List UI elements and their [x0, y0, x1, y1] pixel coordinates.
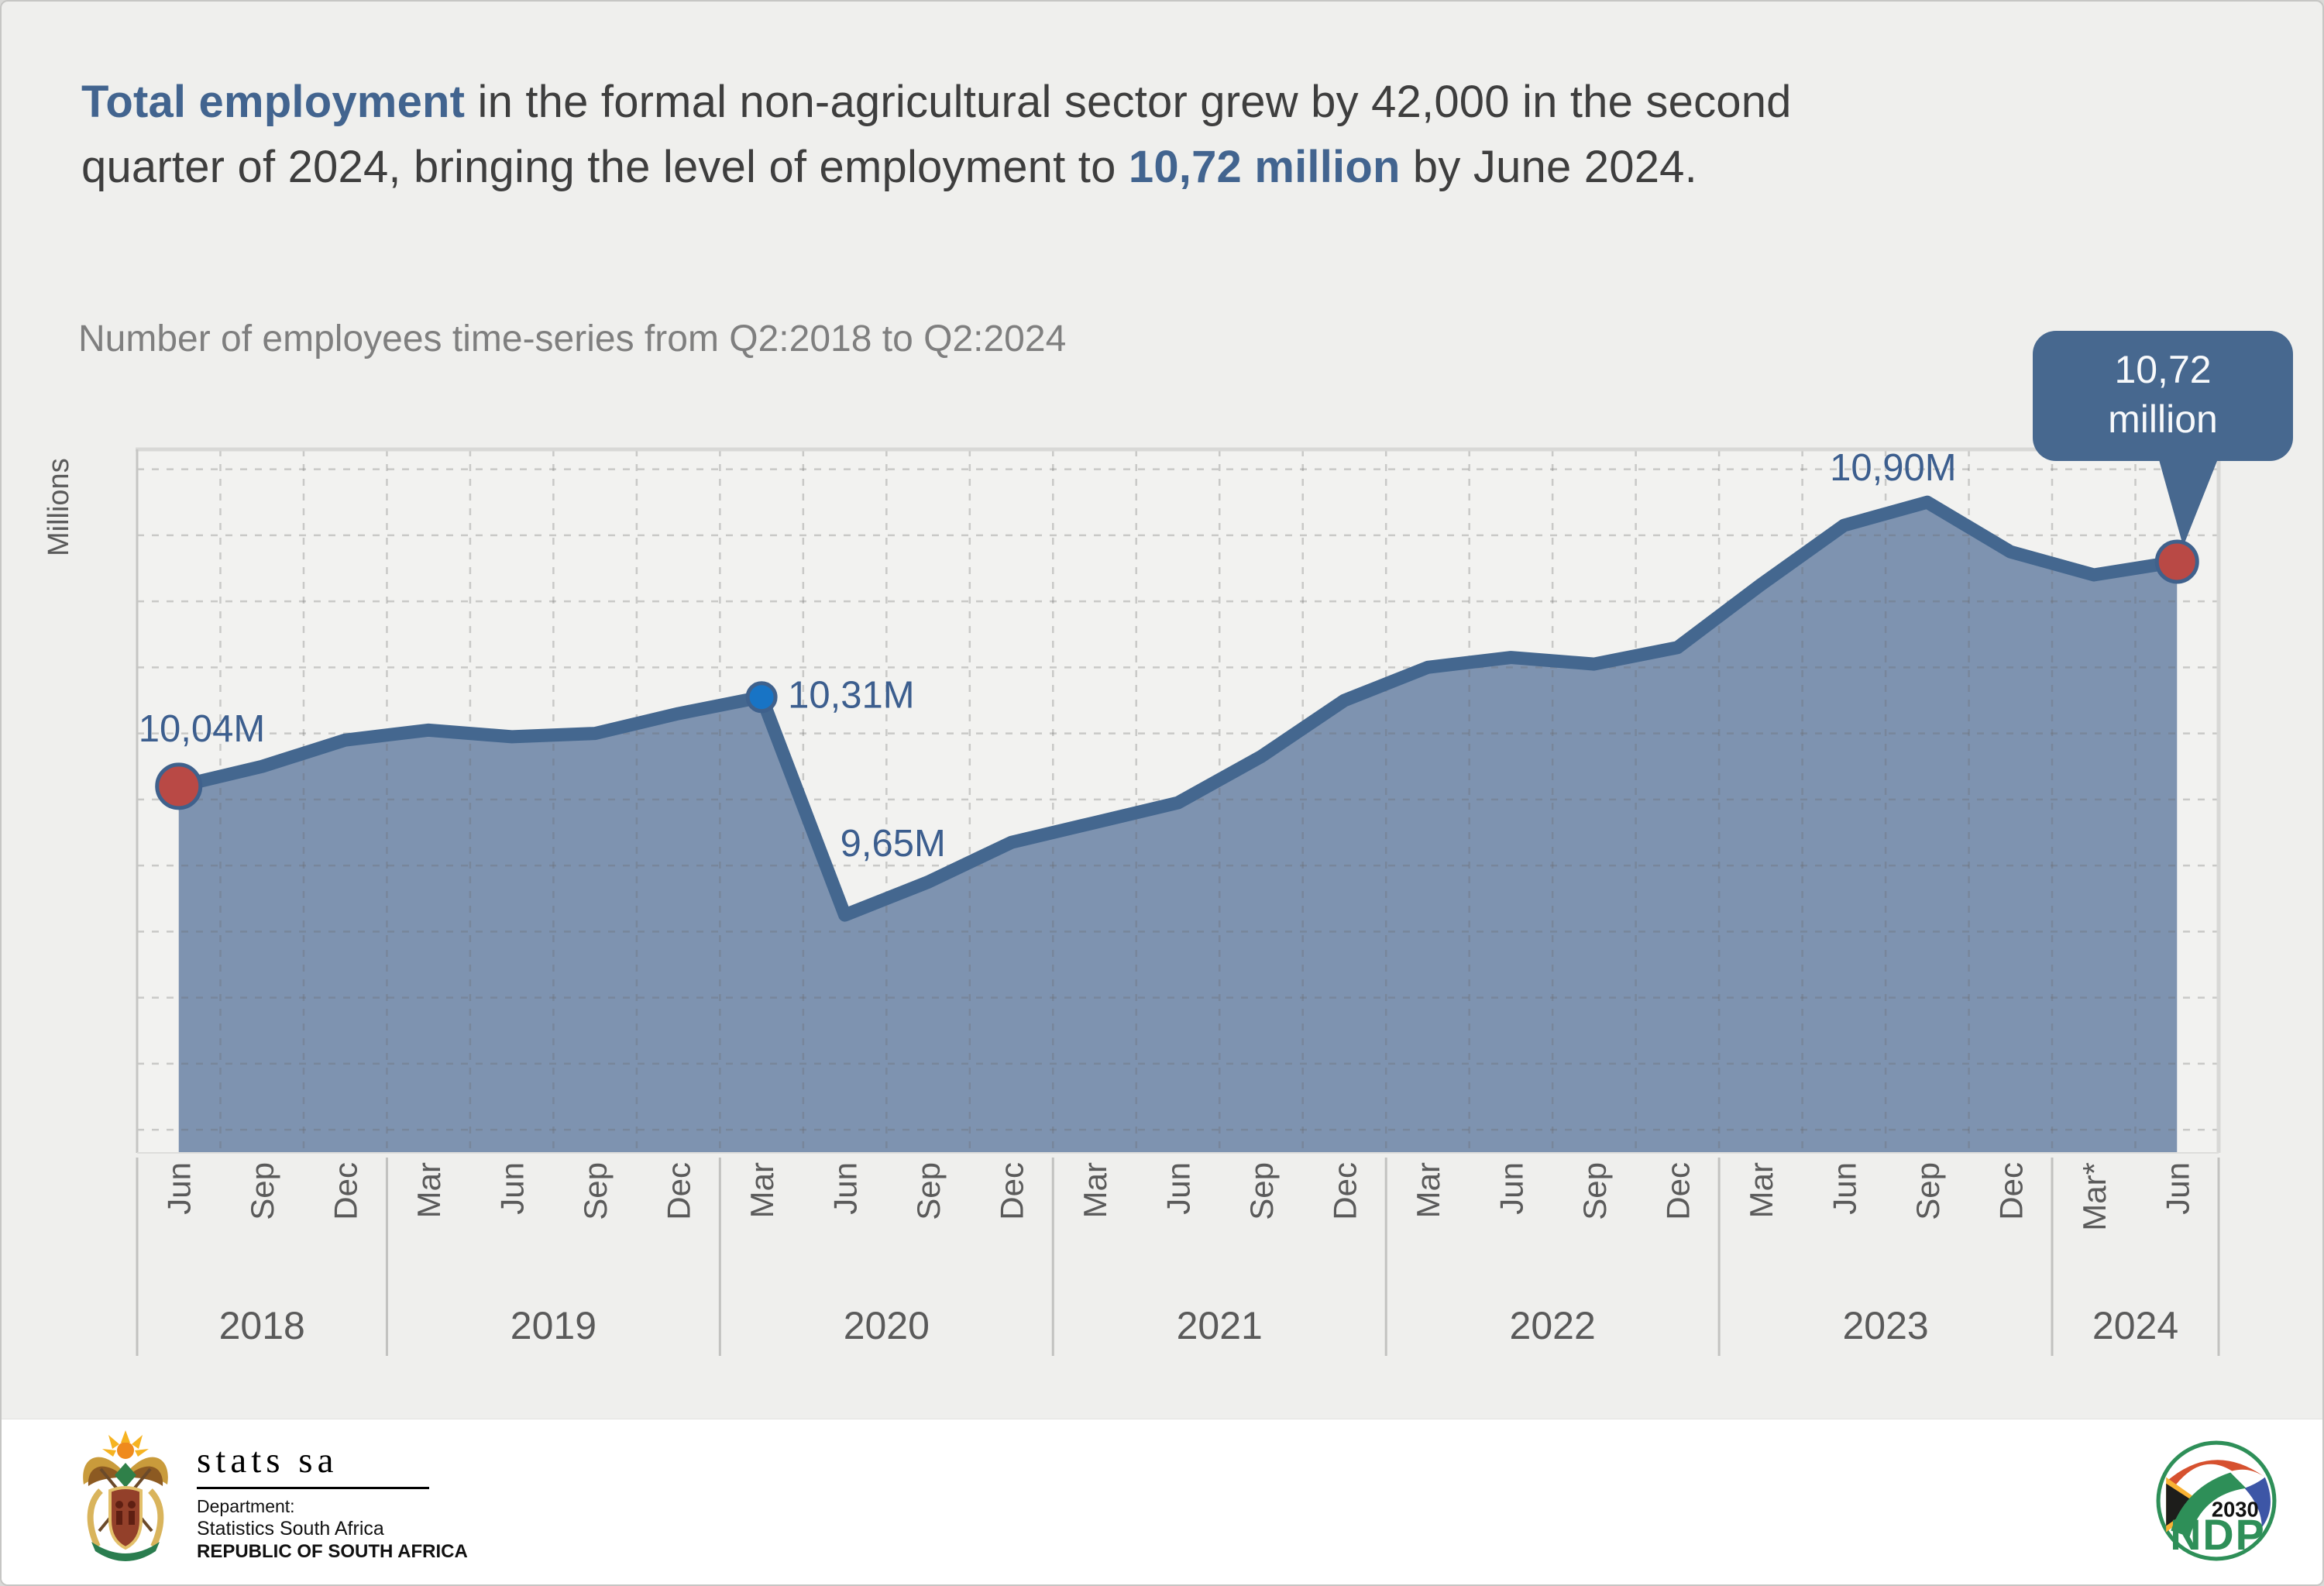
x-axis-label: Jun	[161, 1162, 198, 1215]
x-axis-label: Dec	[328, 1162, 364, 1220]
headline-highlight-1072-million: 10,72 million	[1128, 142, 1401, 192]
x-axis: Jun Sep Dec Mar Jun Sep Dec Mar Jun Sep Dec Mar Jun S…	[136, 1158, 2220, 1356]
statssa-rule	[197, 1487, 429, 1489]
headline-text-3: by June 2024.	[1400, 142, 1697, 192]
callout-value: 10,72	[2114, 348, 2211, 391]
ndp-green-swoosh	[2171, 1472, 2247, 1537]
x-axis-label: Jun	[827, 1162, 864, 1215]
footer: stats sa Department: Statistics South Af…	[2, 1419, 2322, 1584]
x-axis-label: Sep	[1910, 1162, 1946, 1220]
x-axis-label: Dec	[994, 1162, 1030, 1220]
data-label: 10,31M	[788, 675, 914, 717]
y-axis-title: Millions	[43, 458, 75, 556]
x-axis-label: Jun	[494, 1162, 531, 1215]
chart-subtitle: Number of employees time-series from Q2:…	[78, 318, 1067, 360]
x-axis-label: Mar	[744, 1162, 780, 1218]
x-axis-label: Mar	[1743, 1162, 1779, 1218]
year-label: 2024	[2092, 1304, 2178, 1347]
x-axis-label: Sep	[1576, 1162, 1613, 1220]
x-axis-label: Jun	[1826, 1162, 1862, 1215]
x-axis-label: Dec	[1659, 1162, 1696, 1220]
x-axis-label: Dec	[1326, 1162, 1363, 1220]
motto-banner-icon	[91, 1542, 160, 1561]
statssa-republic-label: REPUBLIC OF SOUTH AFRICA	[197, 1541, 468, 1562]
x-axis-label: Mar	[1077, 1162, 1113, 1218]
year-label: 2019	[511, 1304, 596, 1347]
ndp-black-triangle	[2166, 1483, 2198, 1526]
x-axis-label: Sep	[244, 1162, 280, 1220]
ndp-name-label: NDP	[2170, 1511, 2266, 1559]
x-axis-label: Jun	[2159, 1162, 2195, 1215]
year-label: 2021	[1177, 1304, 1263, 1347]
data-point-marker-blue	[745, 681, 778, 714]
headline-highlight-total-employment: Total employment	[81, 77, 466, 127]
x-axis-label: Dec	[661, 1162, 697, 1220]
x-axis-label: Mar*	[2076, 1162, 2113, 1231]
ndp-blue-swoosh	[2244, 1477, 2271, 1528]
shield-figures	[115, 1501, 136, 1525]
year-label: 2020	[844, 1304, 930, 1347]
x-axis-label: Sep	[577, 1162, 614, 1220]
x-axis-label: Mar	[411, 1162, 447, 1218]
x-axis-label: Dec	[1992, 1162, 2029, 1220]
data-point-marker-red	[155, 762, 203, 810]
coat-of-arms-logo	[83, 1430, 168, 1561]
data-point-marker-red	[2154, 539, 2199, 584]
year-label: 2018	[219, 1304, 305, 1347]
statssa-department-label: Department:	[197, 1496, 295, 1516]
callout-bubble	[2033, 331, 2293, 461]
year-label: 2022	[1510, 1304, 1596, 1347]
ndp-2030-logo: 2030 NDP	[2156, 1440, 2277, 1561]
headline: Total employment in the formal non-agric…	[81, 70, 1964, 200]
statssa-logotype: stats sa	[197, 1440, 339, 1481]
statssa-name-label: Statistics South Africa	[197, 1518, 384, 1540]
callout-tail	[2158, 457, 2219, 546]
wheat-icon	[87, 1488, 164, 1548]
shield-icon	[108, 1486, 143, 1550]
data-label: 9,65M	[841, 823, 946, 865]
year-label: 2023	[1842, 1304, 1928, 1347]
sun-icon	[102, 1430, 149, 1459]
protea-icon	[115, 1463, 136, 1488]
statssa-block: stats sa Department: Statistics South Af…	[197, 1440, 693, 1564]
x-axis-label: Jun	[1160, 1162, 1197, 1215]
x-axis-label: Mar	[1410, 1162, 1446, 1218]
x-axis-label: Jun	[1493, 1162, 1529, 1215]
area-fill	[178, 502, 2178, 1153]
callout-unit: million	[2108, 397, 2218, 441]
data-label: 10,90M	[1830, 447, 1956, 489]
headline-text-1: in the formal non-agricultural sector gr…	[465, 77, 1792, 127]
callout-1072-million: 10,72 million	[2033, 331, 2293, 546]
x-axis-label: Sep	[1243, 1162, 1280, 1220]
ndp-year-label: 2030	[2212, 1497, 2259, 1521]
employment-line	[172, 495, 2184, 922]
data-label: 10,04M	[139, 708, 265, 750]
headline-text-2: quarter of 2024, bringing the level of e…	[81, 142, 1129, 192]
ndp-red-swoosh	[2168, 1460, 2265, 1485]
x-axis-label: Sep	[910, 1162, 947, 1220]
